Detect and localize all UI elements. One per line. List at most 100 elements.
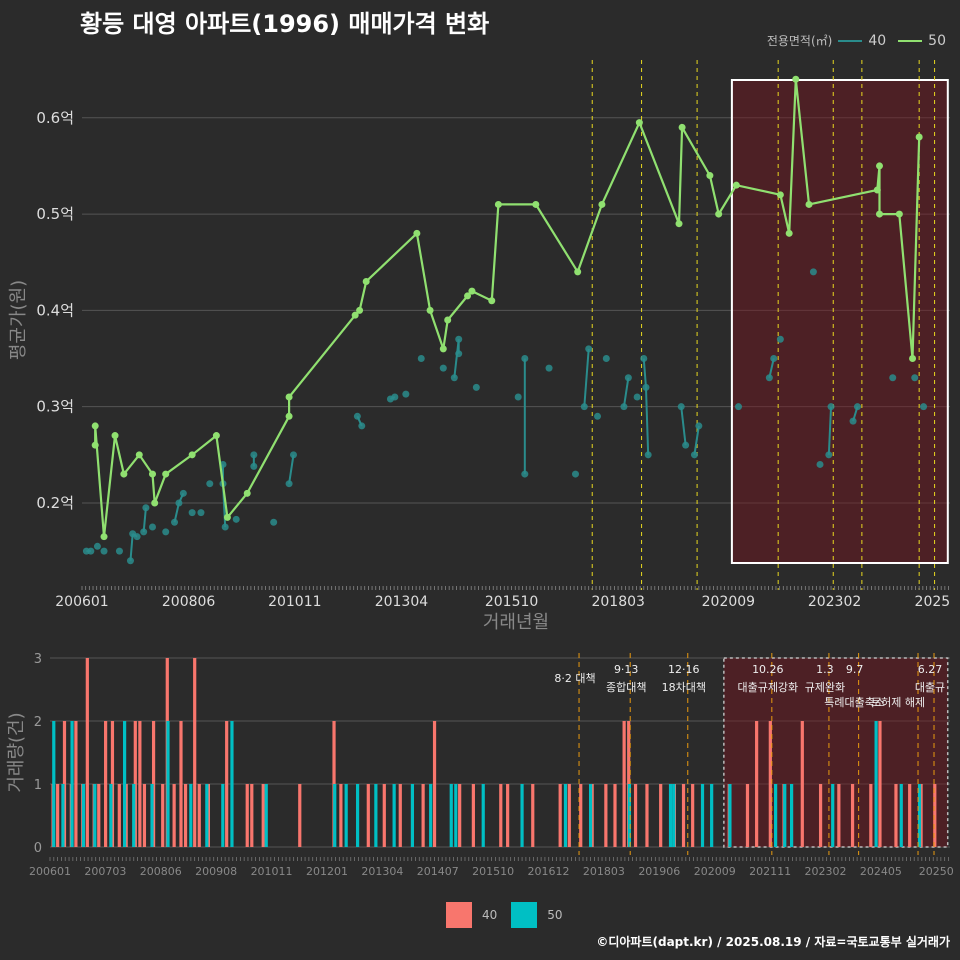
data-point-40 bbox=[677, 403, 685, 411]
series-segment-40 bbox=[142, 507, 147, 532]
bar-50 bbox=[205, 784, 209, 847]
policy-annotation: 12·16 bbox=[668, 663, 700, 676]
x-tick-label: 200601 bbox=[55, 594, 108, 610]
data-point-50 bbox=[598, 200, 606, 208]
bar-40 bbox=[104, 721, 108, 847]
bar-50 bbox=[700, 784, 705, 847]
y-axis-label: 평균가(원) bbox=[8, 280, 29, 360]
data-point-50 bbox=[909, 355, 917, 363]
bar-50 bbox=[520, 784, 524, 847]
bar-50 bbox=[588, 784, 593, 847]
data-point-50 bbox=[785, 229, 793, 237]
data-point-50 bbox=[876, 162, 884, 170]
data-point-50 bbox=[362, 277, 370, 285]
data-point-40 bbox=[911, 374, 919, 382]
policy-annotation: 10.26 bbox=[752, 663, 784, 676]
data-point-50 bbox=[356, 306, 364, 314]
bar-40 bbox=[613, 784, 617, 847]
data-point-40 bbox=[620, 403, 628, 411]
bar-40 bbox=[567, 784, 571, 847]
policy-annotation: 특례대출축소 bbox=[824, 696, 885, 709]
data-point-40 bbox=[545, 364, 553, 372]
data-point-50 bbox=[148, 470, 156, 478]
data-point-40 bbox=[776, 335, 784, 343]
bar-50 bbox=[790, 784, 794, 847]
data-point-40 bbox=[455, 350, 463, 358]
bar-50 bbox=[150, 784, 154, 847]
x-tick-label: 202111 bbox=[749, 865, 791, 878]
data-point-40 bbox=[809, 268, 817, 276]
bar-40 bbox=[197, 784, 201, 847]
x-tick-label: 201510 bbox=[472, 865, 514, 878]
bar-40 bbox=[161, 784, 165, 847]
data-point-40 bbox=[115, 547, 123, 555]
policy-annotation: 종합대책 bbox=[606, 681, 646, 694]
bar-40 bbox=[245, 784, 249, 847]
data-point-50 bbox=[468, 287, 476, 295]
x-tick-label: 201906 bbox=[638, 865, 680, 878]
bar-40 bbox=[645, 784, 649, 847]
data-point-50 bbox=[162, 470, 170, 478]
bar-40 bbox=[800, 721, 804, 847]
data-point-50 bbox=[413, 229, 421, 237]
bar-50 bbox=[374, 784, 378, 847]
bar-40 bbox=[499, 784, 503, 847]
data-point-50 bbox=[111, 432, 119, 440]
bar-40 bbox=[604, 784, 608, 847]
highlight-box bbox=[730, 79, 949, 564]
bar-50 bbox=[264, 784, 268, 847]
data-point-50 bbox=[426, 306, 434, 314]
data-point-50 bbox=[574, 268, 582, 276]
bar-50 bbox=[61, 784, 65, 847]
policy-annotation: 1.3 bbox=[816, 663, 834, 676]
bar-50 bbox=[333, 784, 337, 847]
bar-40 bbox=[74, 721, 78, 847]
x-tick-label: 200601 bbox=[29, 865, 71, 878]
x-tick-label: 200703 bbox=[84, 865, 126, 878]
data-point-40 bbox=[624, 374, 632, 382]
data-point-40 bbox=[100, 547, 108, 555]
data-point-40 bbox=[521, 470, 529, 478]
x-tick-label: 202009 bbox=[694, 865, 736, 878]
data-point-40 bbox=[853, 403, 861, 411]
bar-40 bbox=[506, 784, 510, 847]
data-point-40 bbox=[439, 364, 447, 372]
data-point-40 bbox=[206, 480, 214, 488]
data-point-50 bbox=[715, 210, 723, 218]
x-tick-label: 2025 bbox=[915, 594, 951, 610]
volume-chart: 0 1 2 3 8·2 대책 9·13 종합대책 12·16 18차대책 10.26 대출규제강화 1… bbox=[6, 652, 954, 878]
series-segment-40 bbox=[583, 348, 590, 407]
x-tick-label: 200908 bbox=[195, 865, 237, 878]
bar-40 bbox=[633, 784, 638, 847]
bar-40 bbox=[837, 784, 841, 847]
legend-box-50 bbox=[511, 902, 538, 928]
data-point-40 bbox=[175, 499, 183, 507]
data-point-40 bbox=[571, 470, 579, 478]
page-title: 황등 대영 아파트(1996) 매매가격 변화 bbox=[80, 10, 490, 38]
bar-40 bbox=[768, 721, 772, 847]
data-point-40 bbox=[391, 393, 399, 401]
data-point-40 bbox=[171, 518, 179, 526]
legend-title: 전용면적(㎡) bbox=[766, 34, 833, 48]
bar-40 bbox=[579, 784, 583, 847]
data-point-40 bbox=[289, 451, 297, 459]
data-point-40 bbox=[250, 451, 258, 459]
bar-40 bbox=[622, 721, 626, 847]
data-point-40 bbox=[816, 460, 824, 468]
bar-40 bbox=[878, 721, 882, 847]
data-point-50 bbox=[678, 123, 686, 131]
data-point-40 bbox=[585, 345, 593, 353]
data-point-40 bbox=[402, 390, 410, 398]
data-point-50 bbox=[439, 345, 447, 353]
bar-40 bbox=[172, 784, 176, 847]
bar-50 bbox=[672, 784, 676, 847]
y-tick-label: 0.3억 bbox=[36, 398, 74, 416]
data-point-40 bbox=[455, 335, 463, 343]
data-point-50 bbox=[91, 422, 99, 430]
bar-40 bbox=[261, 784, 265, 847]
data-point-40 bbox=[221, 523, 229, 531]
x-tick-label: 201201 bbox=[306, 865, 348, 878]
bar-40 bbox=[179, 721, 183, 847]
x-tick-label: 201803 bbox=[591, 594, 644, 610]
bar-40 bbox=[745, 784, 750, 847]
